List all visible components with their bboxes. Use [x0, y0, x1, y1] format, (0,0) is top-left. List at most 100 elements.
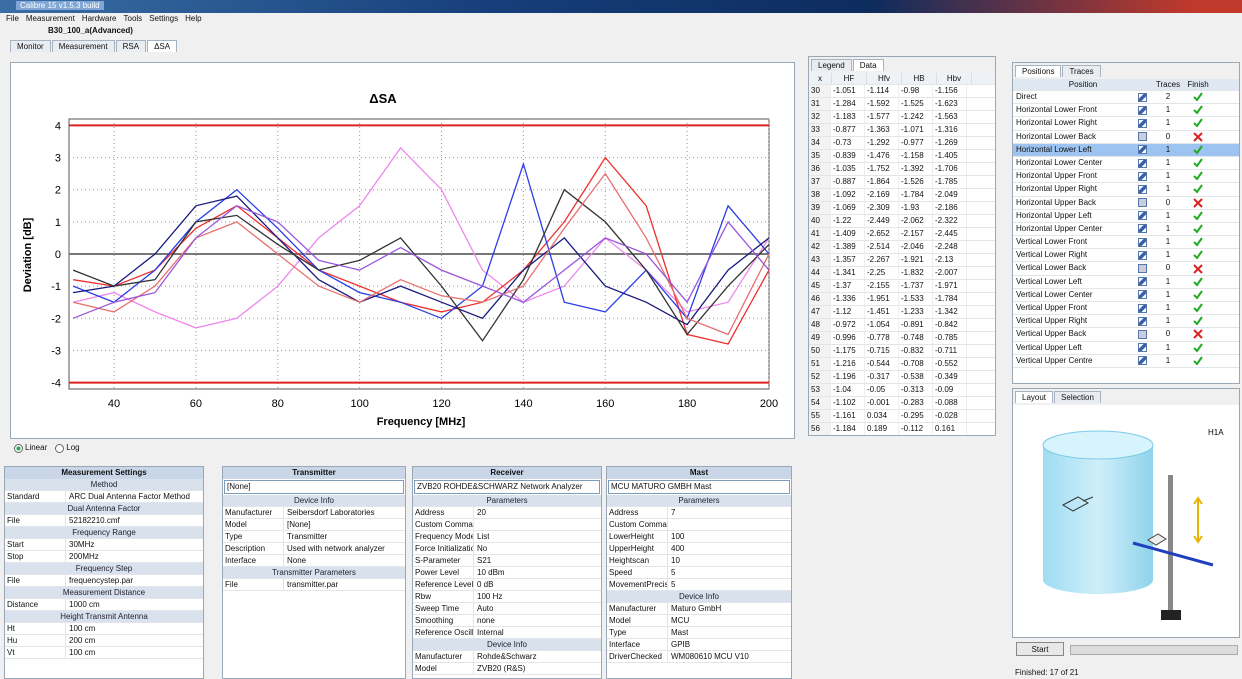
property-value[interactable]: 400: [668, 543, 684, 554]
property-value[interactable]: ZVB20 (R&S): [474, 663, 525, 674]
checkbox[interactable]: [1131, 236, 1153, 248]
tab[interactable]: Positions: [1015, 65, 1061, 77]
checkbox-box[interactable]: [1138, 93, 1147, 102]
checkbox-box[interactable]: [1138, 238, 1147, 247]
property-value[interactable]: S21: [474, 555, 491, 566]
checkbox[interactable]: [1131, 355, 1153, 367]
property-value[interactable]: none: [474, 615, 495, 626]
tab[interactable]: Traces: [1062, 65, 1100, 77]
checkbox[interactable]: [1131, 315, 1153, 327]
property-value[interactable]: Mast: [668, 627, 688, 638]
menu-item[interactable]: Help: [185, 13, 201, 25]
property-value[interactable]: 100 Hz: [474, 591, 502, 602]
checkbox[interactable]: [1131, 328, 1153, 340]
tab[interactable]: Monitor: [10, 40, 51, 52]
start-button[interactable]: Start: [1016, 642, 1064, 656]
radio-option[interactable]: Log: [55, 442, 79, 454]
checkbox-box[interactable]: [1138, 330, 1147, 339]
property-value[interactable]: Transmitter: [284, 531, 327, 542]
tab[interactable]: Measurement: [52, 40, 115, 52]
checkbox[interactable]: [1131, 104, 1153, 116]
menu-item[interactable]: File: [6, 13, 19, 25]
checkbox[interactable]: [1131, 117, 1153, 129]
property-value[interactable]: 200MHz: [66, 551, 99, 562]
property-value[interactable]: Rohde&Schwarz: [474, 651, 537, 662]
checkbox-box[interactable]: [1138, 264, 1147, 273]
tab[interactable]: RSA: [116, 40, 146, 52]
checkbox[interactable]: [1131, 249, 1153, 261]
radio-option[interactable]: Linear: [14, 442, 47, 454]
property-value[interactable]: Auto: [474, 603, 493, 614]
checkbox-box[interactable]: [1138, 185, 1147, 194]
checkbox-box[interactable]: [1138, 106, 1147, 115]
property-value[interactable]: 20: [474, 507, 486, 518]
checkbox[interactable]: [1131, 302, 1153, 314]
property-value[interactable]: 200 cm: [66, 635, 95, 646]
checkbox[interactable]: [1131, 131, 1153, 143]
device-dropdown[interactable]: MCU MATURO GMBH Mast: [608, 480, 790, 494]
checkbox-box[interactable]: [1138, 132, 1147, 141]
property-value[interactable]: Internal: [474, 627, 504, 638]
property-value[interactable]: ARC Dual Antenna Factor Method: [66, 491, 190, 502]
checkbox[interactable]: [1131, 144, 1153, 156]
property-value[interactable]: 10: [668, 555, 680, 566]
tab[interactable]: Legend: [811, 59, 852, 71]
checkbox[interactable]: [1131, 262, 1153, 274]
checkbox-box[interactable]: [1138, 356, 1147, 365]
menu-item[interactable]: Measurement: [26, 13, 75, 25]
checkbox[interactable]: [1131, 170, 1153, 182]
property-value[interactable]: transmitter.par: [284, 579, 338, 590]
checkbox[interactable]: [1131, 183, 1153, 195]
checkbox-box[interactable]: [1138, 159, 1147, 168]
menu-item[interactable]: Settings: [149, 13, 178, 25]
device-dropdown[interactable]: ZVB20 ROHDE&SCHWARZ Network Analyzer: [414, 480, 600, 494]
checkbox-box[interactable]: [1138, 198, 1147, 207]
checkbox[interactable]: [1131, 276, 1153, 288]
menu-item[interactable]: Hardware: [82, 13, 117, 25]
property-value[interactable]: Maturo GmbH: [668, 603, 721, 614]
checkbox[interactable]: [1131, 91, 1153, 103]
checkbox-box[interactable]: [1138, 290, 1147, 299]
property-value[interactable]: GPIB: [668, 639, 690, 650]
property-value[interactable]: 100: [668, 531, 684, 542]
checkbox-box[interactable]: [1138, 304, 1147, 313]
property-value[interactable]: 5: [668, 579, 675, 590]
property-value[interactable]: No: [474, 543, 487, 554]
checkbox-box[interactable]: [1138, 251, 1147, 260]
property-value[interactable]: WM080610 MCU V10: [668, 651, 749, 662]
tab[interactable]: Data: [853, 59, 884, 71]
checkbox[interactable]: [1131, 197, 1153, 209]
property-value[interactable]: Used with network analyzer: [284, 543, 385, 554]
property-value[interactable]: Seibersdorf Laboratories: [284, 507, 375, 518]
property-value[interactable]: 100 cm: [66, 623, 95, 634]
checkbox-box[interactable]: [1138, 145, 1147, 154]
property-value[interactable]: List: [474, 531, 489, 542]
radio-dot[interactable]: [55, 444, 64, 453]
checkbox-box[interactable]: [1138, 277, 1147, 286]
checkbox[interactable]: [1131, 342, 1153, 354]
device-dropdown[interactable]: [None]: [224, 480, 404, 494]
property-value[interactable]: 7: [668, 507, 675, 518]
property-value[interactable]: 30MHz: [66, 539, 94, 550]
checkbox[interactable]: [1131, 210, 1153, 222]
checkbox[interactable]: [1131, 157, 1153, 169]
